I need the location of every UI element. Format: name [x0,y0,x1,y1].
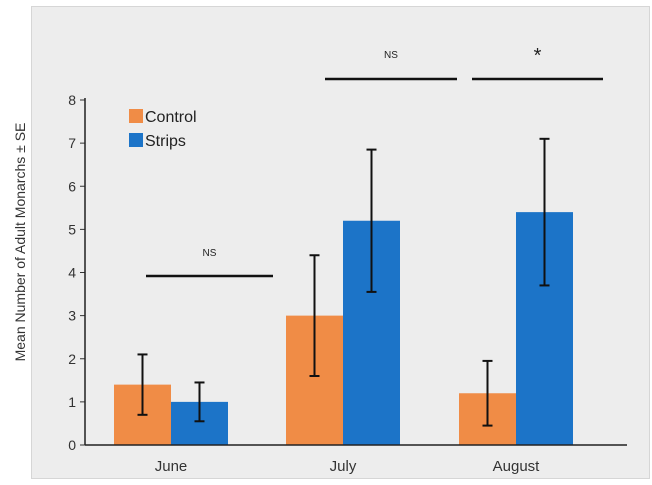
y-tick-label: 8 [68,92,76,108]
y-tick-label: 7 [68,135,76,151]
significance-label-july: NS [384,50,398,61]
legend-swatch-strips [129,133,143,147]
legend-label-strips: Strips [145,133,186,150]
y-tick-label: 6 [68,178,76,194]
y-tick-label: 5 [68,221,76,237]
y-tick-label: 4 [68,265,76,281]
x-tick-label-august: August [493,458,541,475]
legend-swatch-control [129,109,143,123]
legend-label-control: Control [145,109,197,126]
y-tick-label: 2 [68,351,76,367]
x-tick-label-july: July [330,458,357,475]
y-tick-label: 1 [68,394,76,410]
y-tick-label: 0 [68,437,76,453]
x-tick-label-june: June [155,458,188,475]
significance-label-june: NS [203,248,217,259]
y-tick-label: 3 [68,308,76,324]
significance-label-august: * [534,45,542,67]
